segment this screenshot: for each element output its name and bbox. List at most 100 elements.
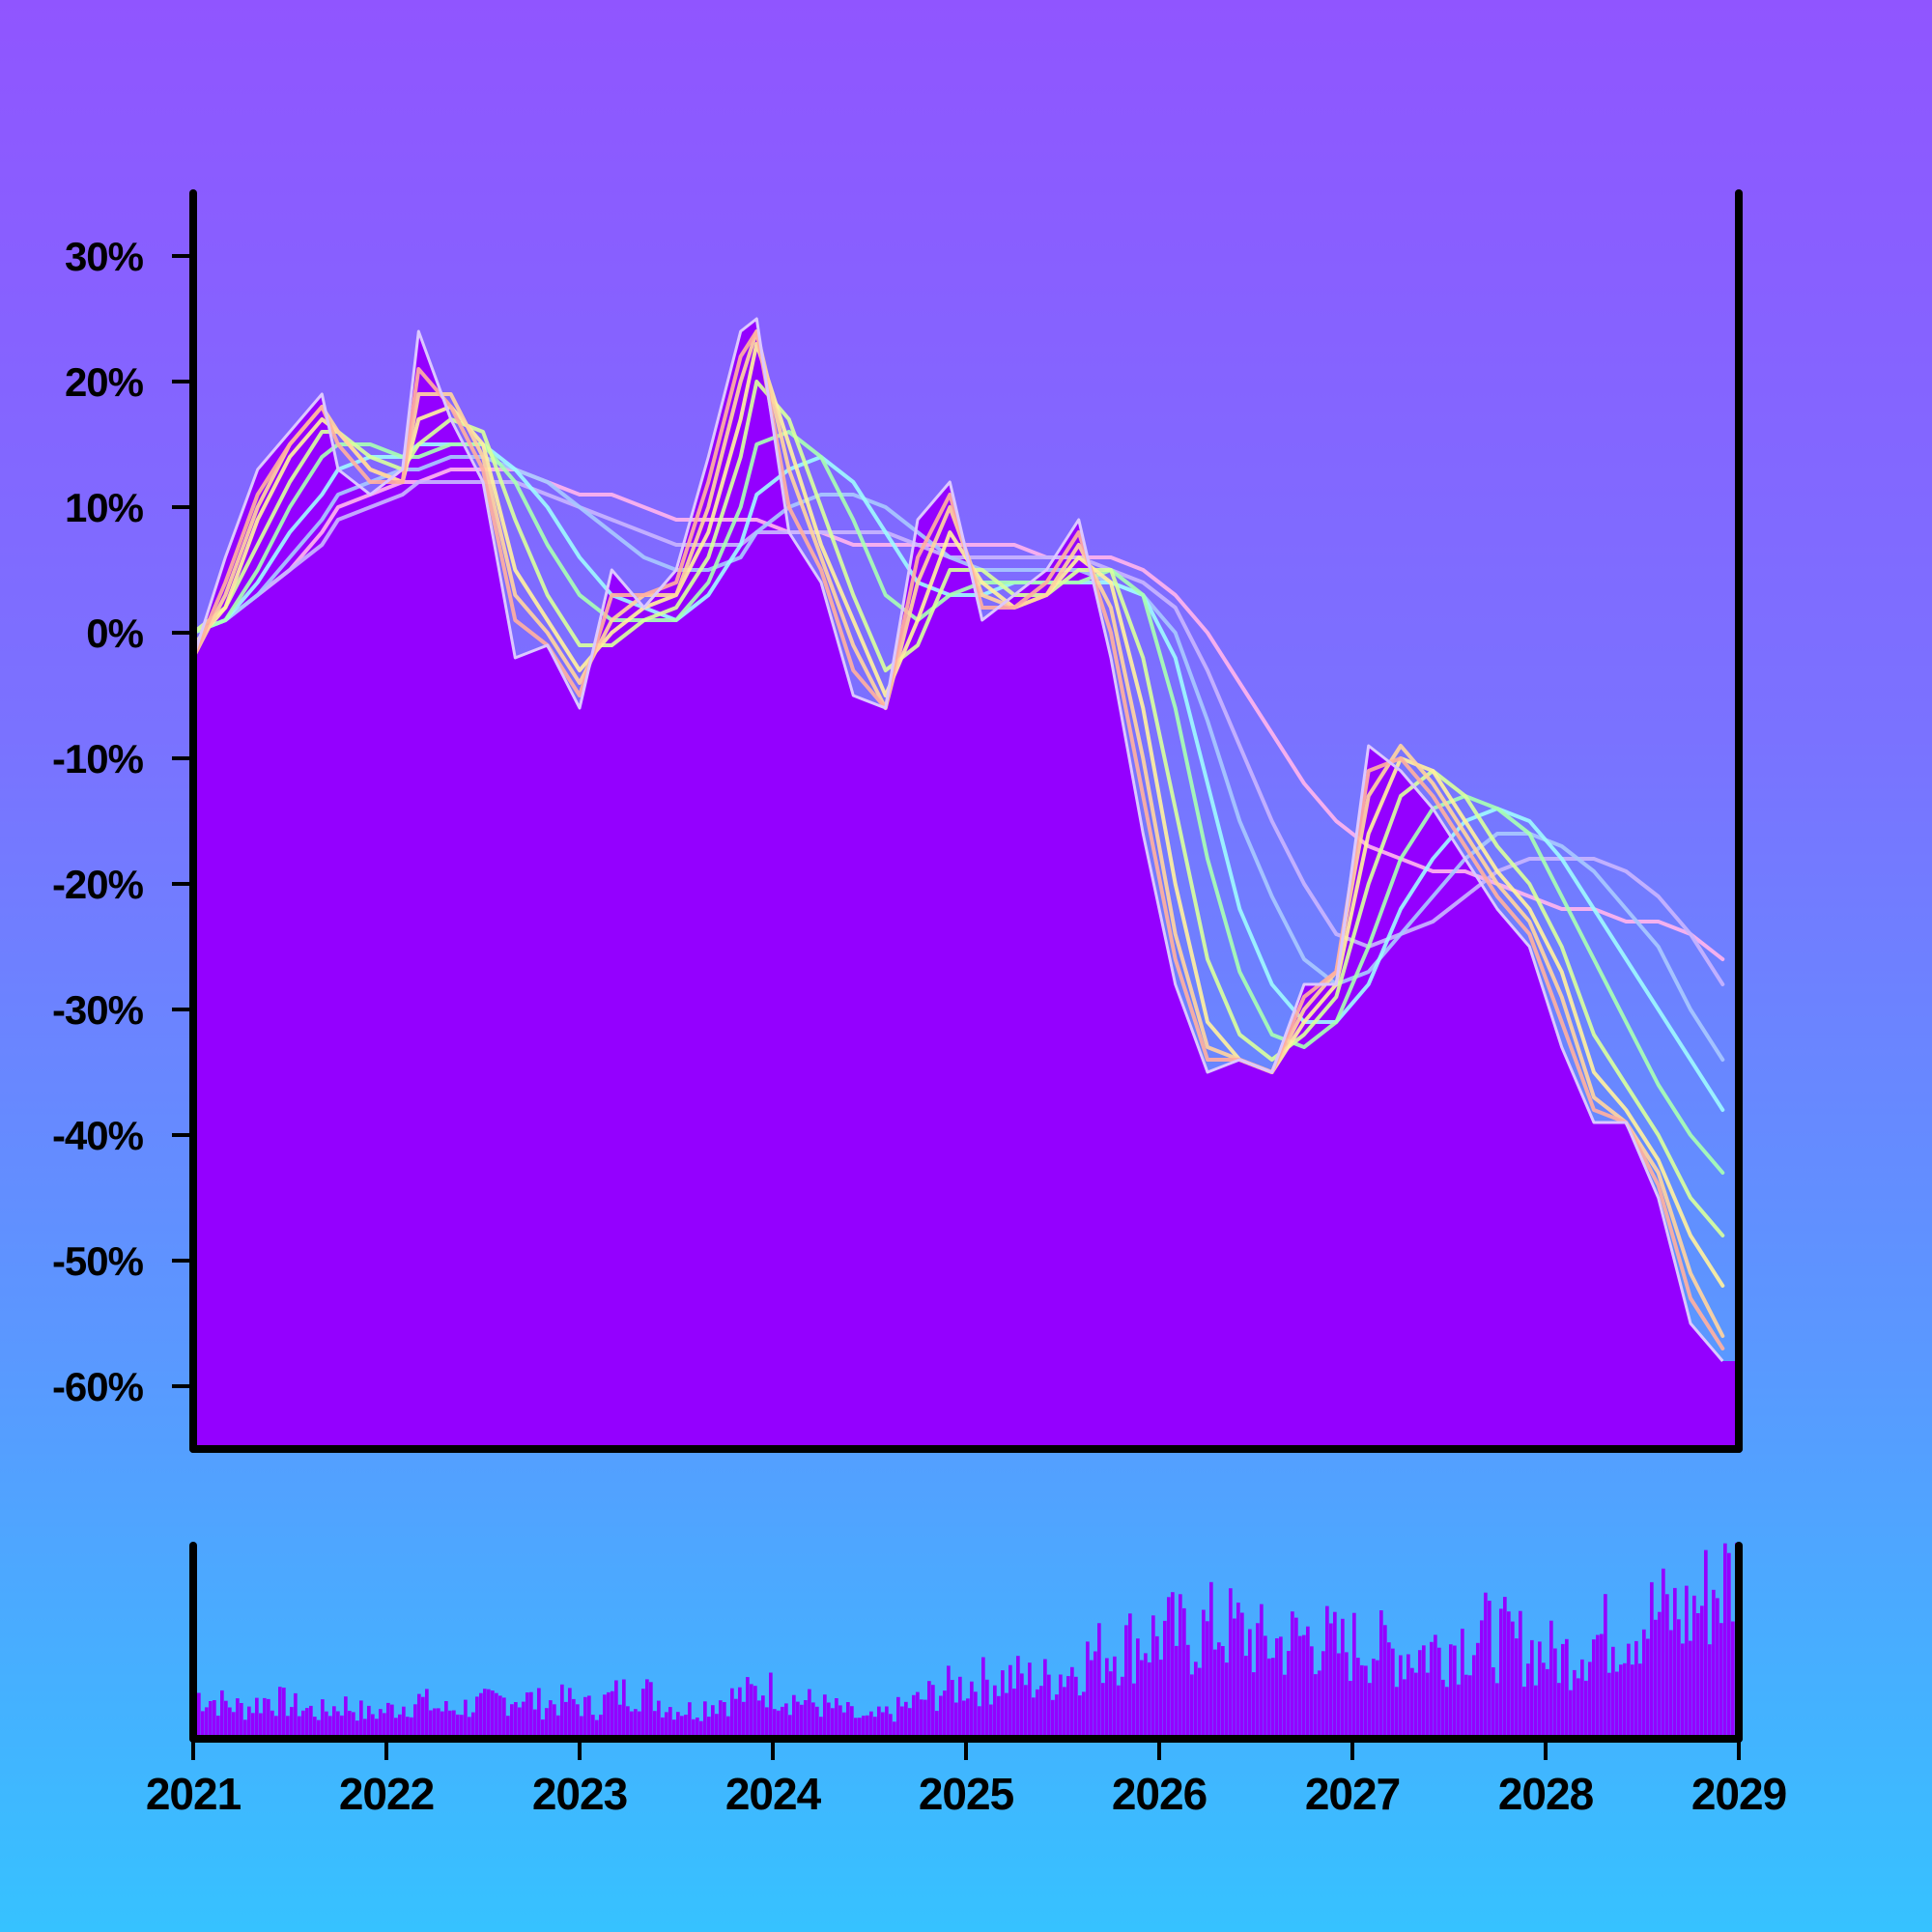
volume-bar	[220, 1690, 224, 1739]
volume-bar	[1468, 1675, 1472, 1739]
volume-bar	[1565, 1638, 1569, 1739]
volume-bar	[1719, 1623, 1723, 1739]
volume-bar	[1557, 1683, 1561, 1739]
volume-bar	[1476, 1642, 1480, 1739]
volume-bar	[1070, 1666, 1074, 1739]
x-tick-label: 2028	[1498, 1769, 1594, 1819]
volume-bar	[645, 1679, 649, 1739]
volume-bar	[1383, 1625, 1387, 1739]
volume-bar	[1275, 1638, 1279, 1739]
volume-bar	[819, 1717, 823, 1739]
volume-bar	[1128, 1613, 1132, 1739]
volume-bar	[1561, 1643, 1565, 1739]
volume-bar	[1627, 1643, 1631, 1739]
volume-bar	[723, 1702, 726, 1739]
volume-bar	[711, 1705, 715, 1739]
volume-bar	[1066, 1676, 1070, 1739]
volume-bar	[1464, 1674, 1468, 1739]
volume-bar	[460, 1715, 464, 1739]
volume-bar	[997, 1695, 1001, 1739]
volume-bar	[896, 1696, 900, 1739]
volume-bar	[576, 1704, 580, 1739]
volume-bar	[1650, 1581, 1654, 1739]
volume-bar	[954, 1702, 958, 1739]
volume-bar	[583, 1696, 587, 1739]
volume-bar	[1244, 1656, 1248, 1739]
volume-bar	[1700, 1605, 1704, 1739]
volume-bar	[1121, 1676, 1124, 1739]
volume-bar	[1364, 1665, 1368, 1739]
volume-bar	[1306, 1626, 1310, 1739]
volume-bar	[587, 1695, 591, 1739]
volume-bar	[371, 1714, 375, 1739]
volume-bar	[274, 1716, 278, 1739]
price-area	[193, 319, 1739, 1449]
volume-bar	[815, 1706, 819, 1739]
volume-bar	[1001, 1670, 1005, 1739]
volume-bar	[240, 1703, 243, 1739]
volume-bar	[599, 1715, 603, 1739]
volume-bar	[1573, 1669, 1577, 1739]
volume-bar	[251, 1713, 255, 1739]
volume-bar	[359, 1700, 363, 1739]
volume-bar	[904, 1701, 908, 1739]
volume-bar	[471, 1712, 475, 1739]
volume-bar	[1217, 1642, 1221, 1739]
volume-bar	[1024, 1685, 1028, 1739]
y-tick-label: 0%	[86, 611, 143, 656]
volume-bar	[1236, 1603, 1240, 1739]
volume-bar	[804, 1700, 808, 1739]
volume-bar	[1036, 1689, 1039, 1739]
volume-bar	[1240, 1612, 1244, 1739]
volume-bar	[1267, 1658, 1271, 1739]
volume-bar	[1012, 1689, 1016, 1739]
volume-bar	[989, 1704, 993, 1739]
volume-bar	[1577, 1678, 1580, 1739]
volume-bar	[881, 1712, 885, 1739]
volume-bar	[1248, 1629, 1252, 1739]
volume-bar	[788, 1715, 792, 1739]
volume-bar	[1418, 1650, 1422, 1739]
volume-bar	[386, 1702, 390, 1739]
volume-bar	[417, 1693, 421, 1739]
volume-bar	[1372, 1659, 1376, 1739]
volume-bar	[1665, 1594, 1669, 1739]
volume-bar	[1190, 1674, 1194, 1739]
volume-bar	[1403, 1679, 1406, 1739]
volume-bar	[668, 1707, 672, 1739]
volume-bar	[437, 1708, 440, 1739]
volume-bar	[765, 1707, 769, 1739]
volume-bar	[850, 1706, 854, 1739]
volume-bar	[228, 1707, 232, 1739]
volume-bar	[618, 1704, 622, 1739]
volume-bar	[197, 1692, 201, 1739]
volume-bar	[692, 1719, 696, 1739]
volume-bar	[1631, 1664, 1634, 1739]
volume-bar	[394, 1718, 398, 1739]
ma-line-13	[191, 380, 1725, 1237]
volume-bar	[259, 1713, 263, 1739]
y-tick-label: -30%	[52, 987, 144, 1033]
volume-bar	[761, 1695, 765, 1739]
volume-bar	[402, 1706, 406, 1739]
volume-bar	[707, 1717, 711, 1739]
volume-bar	[1658, 1611, 1662, 1739]
volume-bar	[429, 1710, 433, 1739]
volume-bar	[753, 1686, 757, 1739]
volume-bar	[1519, 1610, 1522, 1739]
x-tick-label: 2027	[1305, 1769, 1400, 1819]
volume-bar	[943, 1690, 947, 1739]
volume-bar	[278, 1687, 282, 1739]
volume-bar	[201, 1711, 205, 1739]
volume-bar	[985, 1679, 989, 1739]
volume-bar	[1252, 1672, 1256, 1739]
volume-bar	[622, 1679, 626, 1739]
volume-bar	[344, 1696, 348, 1739]
volume-bar	[502, 1697, 506, 1739]
volume-bar	[792, 1694, 796, 1739]
volume-bar	[1600, 1634, 1604, 1739]
volume-bar	[433, 1708, 437, 1739]
volume-bar	[1406, 1654, 1410, 1739]
volume-bar	[518, 1707, 522, 1739]
